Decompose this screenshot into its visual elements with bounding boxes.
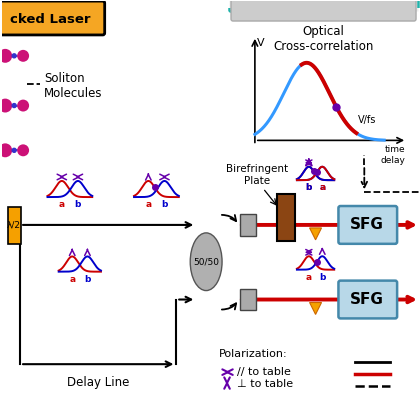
Polygon shape bbox=[310, 302, 322, 315]
Polygon shape bbox=[310, 228, 322, 240]
Circle shape bbox=[12, 148, 16, 152]
FancyBboxPatch shape bbox=[229, 0, 418, 11]
Text: a: a bbox=[69, 275, 75, 284]
Text: a: a bbox=[319, 183, 326, 192]
Text: λ/2: λ/2 bbox=[7, 220, 21, 229]
Text: 50/50: 50/50 bbox=[193, 257, 219, 266]
Text: cked Laser: cked Laser bbox=[10, 13, 90, 26]
Text: b: b bbox=[306, 183, 312, 192]
Circle shape bbox=[12, 104, 16, 108]
Circle shape bbox=[0, 143, 12, 157]
Text: b: b bbox=[84, 275, 91, 284]
FancyBboxPatch shape bbox=[8, 207, 21, 244]
Text: // to table: // to table bbox=[237, 367, 291, 377]
Circle shape bbox=[17, 100, 29, 112]
FancyBboxPatch shape bbox=[0, 1, 105, 35]
FancyBboxPatch shape bbox=[240, 214, 256, 236]
FancyBboxPatch shape bbox=[231, 0, 416, 21]
Text: V/fs: V/fs bbox=[358, 116, 377, 126]
Text: ⊥ to table: ⊥ to table bbox=[237, 379, 293, 389]
Circle shape bbox=[12, 54, 16, 58]
Text: Polarization:: Polarization: bbox=[219, 349, 288, 359]
Text: b: b bbox=[75, 200, 81, 209]
Text: a: a bbox=[145, 200, 152, 209]
Text: Soliton
Molecules: Soliton Molecules bbox=[44, 72, 102, 100]
FancyBboxPatch shape bbox=[339, 206, 397, 244]
Text: a: a bbox=[59, 200, 65, 209]
Text: b: b bbox=[161, 200, 168, 209]
Circle shape bbox=[17, 144, 29, 156]
Text: b: b bbox=[319, 273, 326, 282]
Text: a: a bbox=[319, 183, 326, 192]
Text: time
delay: time delay bbox=[380, 145, 405, 165]
Text: SFG: SFG bbox=[350, 292, 384, 307]
FancyBboxPatch shape bbox=[277, 194, 295, 241]
Ellipse shape bbox=[190, 233, 222, 291]
Text: b: b bbox=[306, 183, 312, 192]
Text: Delay Line: Delay Line bbox=[66, 375, 129, 389]
Text: a: a bbox=[306, 273, 312, 282]
FancyBboxPatch shape bbox=[339, 281, 397, 318]
Circle shape bbox=[17, 50, 29, 62]
Text: Birefringent
Plate: Birefringent Plate bbox=[226, 164, 288, 186]
Circle shape bbox=[0, 49, 12, 63]
Text: Optical
Cross-correlation: Optical Cross-correlation bbox=[273, 25, 374, 53]
FancyBboxPatch shape bbox=[240, 289, 256, 310]
Text: V: V bbox=[257, 38, 265, 48]
Circle shape bbox=[0, 99, 12, 113]
Text: SFG: SFG bbox=[350, 218, 384, 232]
